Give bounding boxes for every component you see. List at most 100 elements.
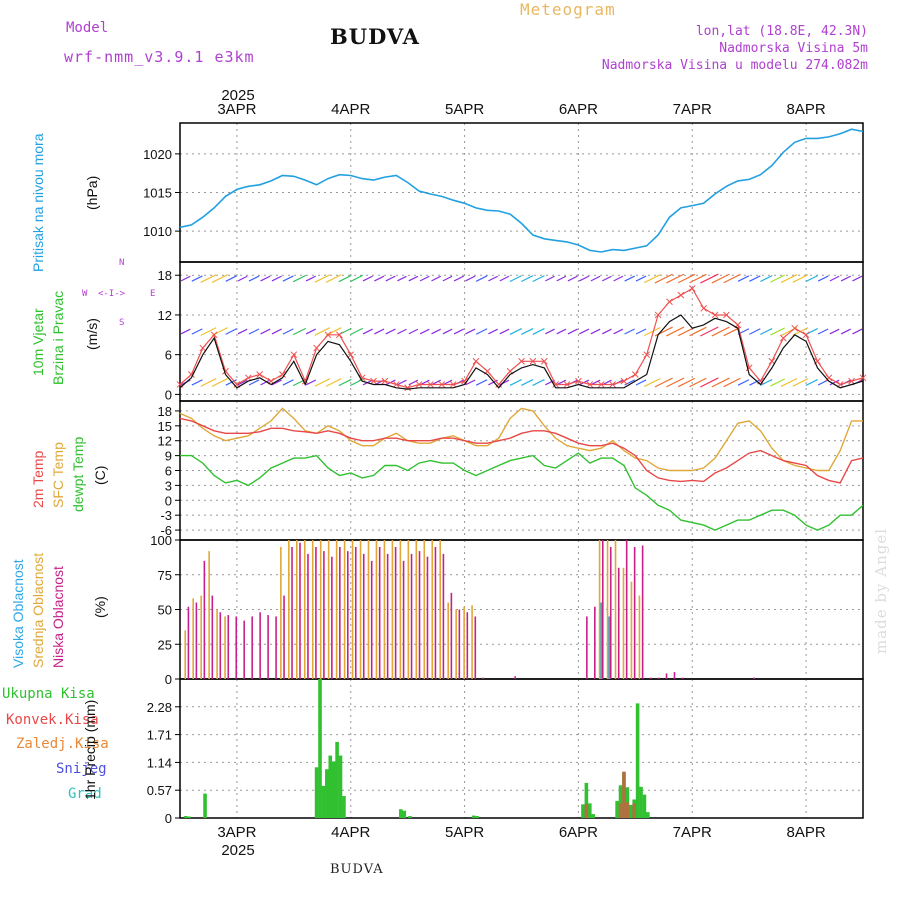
gust-marker-18 xyxy=(381,377,389,385)
wind-barb-2-41 xyxy=(644,377,661,387)
wind-barb-0-28 xyxy=(499,275,510,282)
gust-marker-10 xyxy=(290,351,298,359)
precip-bar-total-28 xyxy=(639,786,643,818)
wind-barb-0-33 xyxy=(556,275,567,282)
bottom-day-label-4: 7APR xyxy=(673,824,712,841)
wind-barb-1-4 xyxy=(225,328,237,335)
wind-barb-0-43 xyxy=(666,273,685,284)
wind-barb-1-12 xyxy=(314,327,331,336)
wind-barb-0-9 xyxy=(282,275,294,282)
coordinates: lon,lat (18.8E, 42.3N) xyxy=(695,24,868,39)
wind-barb-2-2 xyxy=(200,378,217,387)
wind-barb-1-5 xyxy=(237,328,248,335)
legend-total-rain: Ukupna Kisa xyxy=(2,686,95,702)
wind-barb-1-28 xyxy=(499,328,510,335)
wind-barb-2-14 xyxy=(338,378,352,387)
wind-barb-1-29 xyxy=(509,328,522,335)
wind-barb-0-1 xyxy=(191,275,203,282)
gust-marker-44 xyxy=(677,291,685,299)
wind-barb-0-35 xyxy=(579,275,590,282)
ytick-label-cloud-3: 75 xyxy=(158,568,172,583)
gust-marker-57 xyxy=(825,374,833,382)
wind-barb-0-19 xyxy=(397,275,407,282)
wind-barb-1-46 xyxy=(700,326,719,337)
precip-bar-total-17 xyxy=(581,804,585,818)
gust-marker-17 xyxy=(370,377,377,385)
top-day-label-5: 8APR xyxy=(786,101,825,118)
wind-barb-2-19 xyxy=(397,379,407,386)
wind-barb-1-32 xyxy=(545,328,555,335)
gust-marker-13 xyxy=(324,331,332,339)
wind-barb-1-31 xyxy=(532,328,545,335)
precip-bar-total-30 xyxy=(646,812,650,818)
gust-marker-53 xyxy=(779,334,787,342)
precip-bar-total-1 xyxy=(187,816,191,818)
precip-bar-total-11 xyxy=(342,796,346,818)
ytick-label-temperature-8: 18 xyxy=(158,404,172,419)
legend-hail: Grad xyxy=(68,786,102,802)
wind-barb-0-40 xyxy=(635,275,647,282)
gust-marker-14 xyxy=(336,331,343,339)
wind-barb-2-3 xyxy=(211,378,228,387)
ytick-label-wind-1: 6 xyxy=(165,348,172,363)
ytick-label-pressure-2: 1020 xyxy=(143,147,172,162)
wind-barb-0-50 xyxy=(749,275,761,282)
top-day-label-1: 4APR xyxy=(331,101,370,118)
wind-barb-1-16 xyxy=(362,328,373,335)
ytick-label-precip-0: 0 xyxy=(165,811,172,826)
wind-barb-1-43 xyxy=(666,326,685,337)
gust-marker-39 xyxy=(620,377,628,385)
precip-bar-total-4 xyxy=(318,679,322,818)
gust-marker-20 xyxy=(404,384,412,392)
gust-marker-32 xyxy=(540,357,548,365)
precip-bar-conv-23 xyxy=(622,771,626,818)
wind-barb-1-0 xyxy=(180,328,191,335)
wind-barb-1-58 xyxy=(840,328,852,335)
gust-marker-55 xyxy=(802,331,810,339)
gust-marker-6 xyxy=(244,374,252,382)
wind-barb-0-18 xyxy=(385,275,396,282)
gust-marker-34 xyxy=(563,381,571,388)
wind-barb-0-5 xyxy=(237,275,248,282)
wind-barb-2-48 xyxy=(723,377,741,388)
wind-barb-0-10 xyxy=(292,274,307,283)
wind-barb-0-23 xyxy=(442,275,453,282)
wind-barb-1-56 xyxy=(817,328,829,335)
wind-barb-0-24 xyxy=(453,275,464,282)
compass-e: E xyxy=(150,289,156,299)
precip-bar-conv-22 xyxy=(618,803,623,818)
bottom-day-label-2: 5APR xyxy=(445,824,484,841)
wind-barb-1-11 xyxy=(305,328,317,335)
wind-barb-2-49 xyxy=(737,379,750,386)
bottom-day-label-3: 6APR xyxy=(559,824,598,841)
wind-barb-1-24 xyxy=(453,328,464,335)
wind-barb-2-44 xyxy=(677,377,696,388)
gust-marker-54 xyxy=(791,324,799,332)
wind-barb-0-57 xyxy=(829,275,840,282)
precip-bar-total-16 xyxy=(475,816,479,818)
wind-barb-0-22 xyxy=(431,275,442,282)
wind-barb-1-37 xyxy=(601,328,612,335)
gust-marker-36 xyxy=(586,381,594,388)
wind-barb-1-15 xyxy=(349,327,364,336)
wind-barb-0-31 xyxy=(532,275,545,283)
gust-marker-41 xyxy=(643,351,651,359)
precip-bar-total-15 xyxy=(471,815,476,818)
ytick-label-temperature-5: 9 xyxy=(165,449,172,464)
precip-bar-total-21 xyxy=(615,800,619,818)
top-year-label: 2025 xyxy=(221,87,254,104)
ytick-label-cloud-2: 50 xyxy=(158,603,172,618)
wind-barb-0-54 xyxy=(792,274,809,283)
elevation: Nadmorska Visina 5m xyxy=(719,41,868,56)
wind-barb-1-23 xyxy=(442,328,453,335)
wind-barb-0-49 xyxy=(737,275,750,282)
ytick-label-wind-3: 18 xyxy=(158,268,172,283)
precip-bar-total-14 xyxy=(408,816,412,818)
series-line-pressure xyxy=(179,128,864,253)
wind-barb-1-51 xyxy=(760,328,773,335)
frame-precip xyxy=(179,678,864,819)
gust-marker-25 xyxy=(461,377,468,385)
wind-barb-1-38 xyxy=(613,328,624,335)
gust-marker-33 xyxy=(552,381,560,388)
precip-bar-total-27 xyxy=(635,703,640,818)
